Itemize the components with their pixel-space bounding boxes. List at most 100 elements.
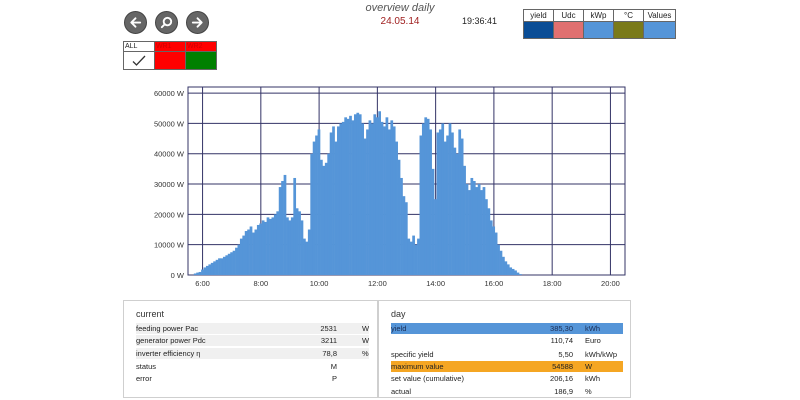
row-yield-label: yield <box>391 324 407 333</box>
power-bar <box>193 273 197 275</box>
power-bar <box>417 238 420 275</box>
row-yield-unit: kWh <box>585 324 600 333</box>
date-label: 24.05.14 <box>380 16 420 27</box>
row-actual-value: 186,9 <box>554 387 573 396</box>
power-bar <box>409 241 413 275</box>
row-generator-power-label: generator power Pdc <box>136 336 206 345</box>
legend-label-temperature[interactable]: °C <box>613 9 644 22</box>
search-button[interactable] <box>155 11 178 34</box>
legend-swatch-udc[interactable] <box>553 21 584 39</box>
row-set-value-unit: kWh <box>585 374 600 383</box>
row-set-value-value: 206,16 <box>550 374 573 383</box>
y-tick-label: 20000 W <box>154 210 185 219</box>
inverter-toggle-wr1[interactable] <box>154 51 186 70</box>
y-tick-label: 60000 W <box>154 89 185 98</box>
power-bar <box>252 232 255 275</box>
inverter-checkbox-all[interactable] <box>123 51 155 70</box>
inverter-header-wr1[interactable]: WR1 <box>154 41 186 52</box>
legend-swatch-kwp[interactable] <box>583 21 614 39</box>
legend-swatch-yield[interactable] <box>523 21 554 39</box>
y-tick-label: 40000 W <box>154 150 185 159</box>
row-inverter-efficiency-label: inverter efficiency η <box>136 349 201 358</box>
power-bar <box>339 123 343 275</box>
power-bar <box>203 267 207 275</box>
power-bar <box>220 258 224 275</box>
power-bar <box>239 238 243 275</box>
power-bar <box>373 114 377 276</box>
power-bar <box>349 115 352 275</box>
power-bar <box>276 211 280 275</box>
y-tick-label: 30000 W <box>154 180 185 189</box>
back-button[interactable] <box>124 11 147 34</box>
row-status-value: M <box>330 362 337 371</box>
power-bar <box>334 141 338 275</box>
power-bar <box>303 238 306 275</box>
power-bar <box>208 264 212 275</box>
value-selector: yield Udc kWp °C Values <box>523 9 676 39</box>
power-bar <box>305 241 309 275</box>
legend-label-udc[interactable]: Udc <box>553 9 584 22</box>
row-maximum-value-value: 54588 <box>552 362 573 371</box>
legend-swatch-values[interactable] <box>643 21 676 39</box>
inverter-header-all[interactable]: ALL <box>123 41 155 52</box>
power-bar <box>332 126 335 275</box>
inverter-toggle-wr2[interactable] <box>185 51 217 70</box>
search-icon <box>160 16 173 29</box>
power-bar <box>455 153 459 275</box>
row-generator-power-unit: W <box>362 336 370 345</box>
power-bar <box>470 177 474 275</box>
power-bar <box>453 147 457 275</box>
chart-axes: 0 W 10000 W 20000 W 30000 W 40000 W 50000 W 60… <box>154 89 620 288</box>
power-bar <box>201 269 204 275</box>
legend-label-kwp[interactable]: kWp <box>583 9 614 22</box>
power-bar <box>230 252 233 275</box>
row-euro-unit: Euro <box>585 336 601 345</box>
power-bar <box>259 223 263 275</box>
power-bar <box>322 165 326 275</box>
power-bar <box>320 159 323 275</box>
row-error-value: P <box>331 374 337 383</box>
power-bar <box>227 253 231 275</box>
row-status: status M <box>136 361 369 372</box>
power-bar <box>438 129 442 275</box>
chart-bars <box>193 111 522 276</box>
power-bar <box>361 123 365 275</box>
power-bar <box>465 184 469 275</box>
power-bar <box>358 114 362 276</box>
power-bar <box>283 174 287 275</box>
row-feeding-power: feeding power Pac 2531 W <box>136 323 369 334</box>
power-bar <box>487 208 491 275</box>
x-tick-label: 16:00 <box>485 279 504 288</box>
row-feeding-power-label: feeding power Pac <box>136 324 199 333</box>
power-bar <box>222 256 226 275</box>
row-set-value-label: set value (cumulative) <box>391 374 464 383</box>
power-bar <box>346 118 350 275</box>
power-bar <box>402 196 406 275</box>
inverter-header-wr2[interactable]: WR2 <box>185 41 217 52</box>
legend-label-values[interactable]: Values <box>643 9 676 22</box>
power-chart: 0 W 10000 W 20000 W 30000 W 40000 W 50000 W 60… <box>154 86 626 288</box>
power-bar <box>344 117 348 275</box>
legend-swatch-temperature[interactable] <box>613 21 644 39</box>
day-panel: day yield 385,30 kWh 110,74 Euro specific yie… <box>378 300 631 398</box>
row-euro: 110,74 Euro <box>391 335 623 346</box>
power-bar <box>375 117 379 275</box>
forward-button[interactable] <box>186 11 209 34</box>
power-bar <box>451 132 454 275</box>
y-tick-label: 50000 W <box>154 119 185 128</box>
power-bar <box>215 259 219 275</box>
power-bar <box>290 217 294 275</box>
power-bar <box>307 229 311 275</box>
power-bar <box>366 129 369 275</box>
power-bar <box>480 190 483 275</box>
legend-label-yield[interactable]: yield <box>523 9 554 22</box>
power-bar <box>295 208 299 275</box>
power-bar <box>472 181 476 275</box>
power-bar <box>429 129 432 275</box>
power-bar <box>414 244 418 275</box>
row-actual: actual 186,9% <box>391 386 623 397</box>
power-bar <box>368 120 372 275</box>
power-bar <box>329 132 333 275</box>
power-bar <box>458 129 462 275</box>
x-tick-label: 8:00 <box>254 279 269 288</box>
